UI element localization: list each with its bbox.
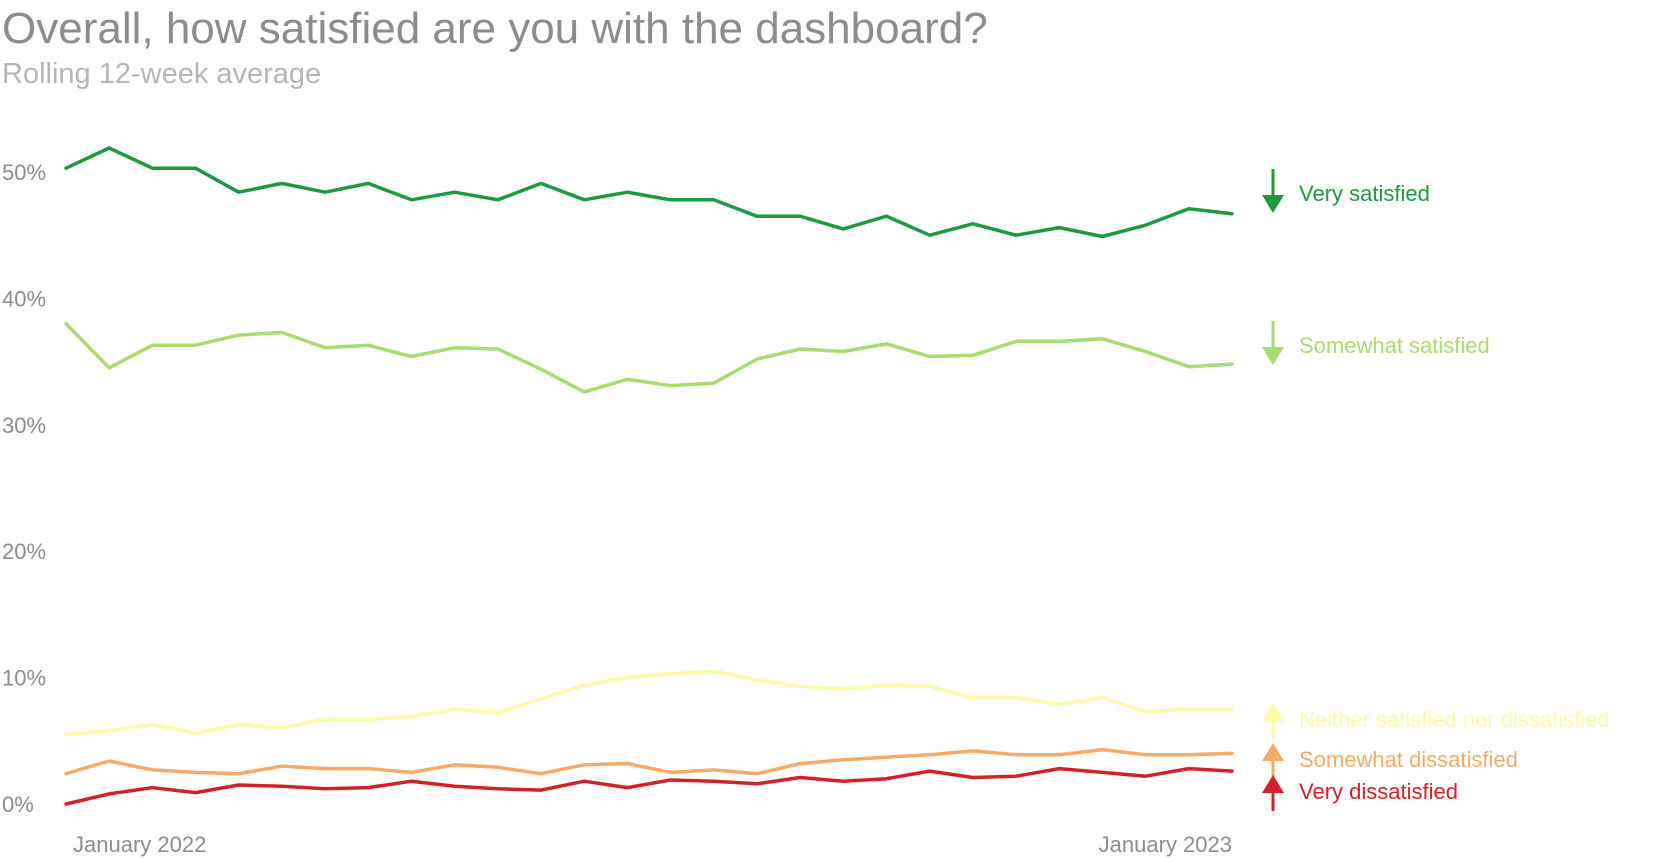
x-tick-label: January 2023 [1099, 832, 1232, 857]
x-axis: January 2022 January 2023 [73, 832, 1232, 857]
series-labels: Very satisfied Somewhat satisfied Neither … [1262, 169, 1610, 811]
series-label-text: Very satisfied [1299, 181, 1430, 206]
series-label-text: Somewhat dissatisfied [1299, 747, 1518, 772]
arrow-down-icon [1262, 347, 1284, 365]
series-label: Somewhat satisfied [1262, 321, 1490, 365]
y-tick-label: 0% [2, 792, 34, 817]
series-line [64, 669, 1234, 737]
series-label: Very dissatisfied [1262, 775, 1458, 811]
series-line [64, 766, 1234, 806]
series-lines [64, 146, 1234, 806]
arrow-up-icon [1262, 775, 1284, 793]
series-label-text: Somewhat satisfied [1299, 333, 1490, 358]
y-tick-label: 20% [2, 539, 46, 564]
arrow-down-icon [1262, 195, 1284, 213]
series-label: Somewhat dissatisfied [1262, 743, 1518, 779]
y-tick-label: 40% [2, 286, 46, 311]
series-label: Neither satisfied nor dissatisfied [1262, 703, 1610, 739]
arrow-up-icon [1262, 743, 1284, 761]
chart-subtitle: Rolling 12-week average [2, 58, 322, 90]
series-label-text: Neither satisfied nor dissatisfied [1299, 707, 1610, 732]
series-label: Very satisfied [1262, 169, 1430, 213]
y-tick-label: 50% [2, 160, 46, 185]
y-axis: 0% 10% 20% 30% 40% 50% [2, 160, 46, 817]
y-tick-label: 10% [2, 666, 46, 691]
series-line [64, 747, 1234, 776]
arrow-up-icon [1262, 703, 1284, 721]
series-line [64, 321, 1234, 394]
x-tick-label: January 2022 [73, 832, 206, 857]
series-label-text: Very dissatisfied [1299, 779, 1458, 804]
chart-title: Overall, how satisfied are you with the … [2, 4, 988, 53]
series-line [64, 146, 1234, 239]
y-tick-label: 30% [2, 413, 46, 438]
